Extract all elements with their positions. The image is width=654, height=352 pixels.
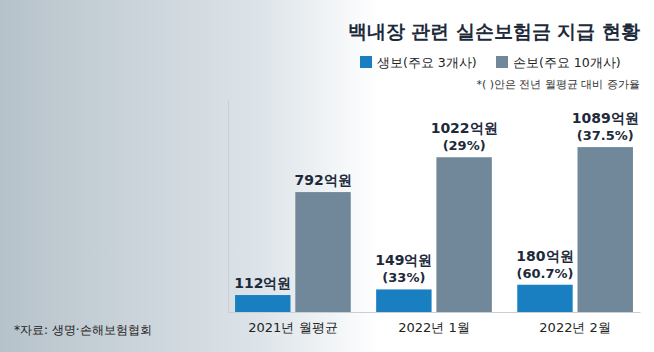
x-tick-label: 2022년 2월 (539, 320, 611, 335)
growth-label: (37.5%) (577, 128, 634, 143)
data-labels: 112억원 149억원 (33%) 180억원 (60.7%) 792억원 1022억원 (2… (234, 110, 639, 291)
growth-label: (33%) (382, 270, 425, 285)
x-tick: 2022년 1월 (398, 312, 470, 335)
background (0, 0, 654, 352)
y-axis-line (228, 101, 229, 313)
x-axis-line (229, 312, 641, 313)
bar (436, 157, 491, 312)
data-label: 792억원 (294, 172, 351, 188)
data-label: 112억원 (234, 275, 291, 291)
x-axis: 2021년 월평균 2022년 1월 2022년 2월 (229, 312, 641, 335)
source: *자료: 생명·손해보험협회 (14, 323, 152, 337)
subtitle: *( )안은 전년 월평균 대비 증가율 (476, 78, 640, 91)
x-tick-label: 2021년 월평균 (248, 320, 337, 335)
bar (376, 289, 431, 312)
data-label: 180억원 (516, 248, 573, 264)
legend-swatch (496, 56, 508, 68)
bar (295, 192, 350, 312)
chart: 백내장 관련 실손보험금 지급 현황 *( )안은 전년 월평균 대비 증가율 *자… (0, 0, 654, 352)
y-axis (228, 101, 229, 313)
growth-label: (60.7%) (516, 266, 573, 281)
data-label: 1022억원 (431, 120, 498, 136)
title: 백내장 관련 실손보험금 지급 현황 (348, 20, 640, 42)
data-label: 149억원 (375, 252, 432, 268)
data-label: 1089억원 (572, 110, 639, 126)
x-tick: 2021년 월평균 (248, 312, 337, 335)
bar (235, 295, 290, 312)
bars (235, 147, 633, 312)
legend-swatch (360, 56, 372, 68)
legend: 생보(주요 3개사) 손보(주요 10개사) (360, 55, 621, 70)
legend-label: 손보(주요 10개사) (513, 55, 621, 70)
x-tick-label: 2022년 1월 (398, 320, 470, 335)
x-tick: 2022년 2월 (539, 312, 611, 335)
growth-label: (29%) (443, 138, 486, 153)
bar (578, 147, 633, 312)
legend-label: 생보(주요 3개사) (377, 55, 477, 70)
bar (517, 285, 572, 312)
